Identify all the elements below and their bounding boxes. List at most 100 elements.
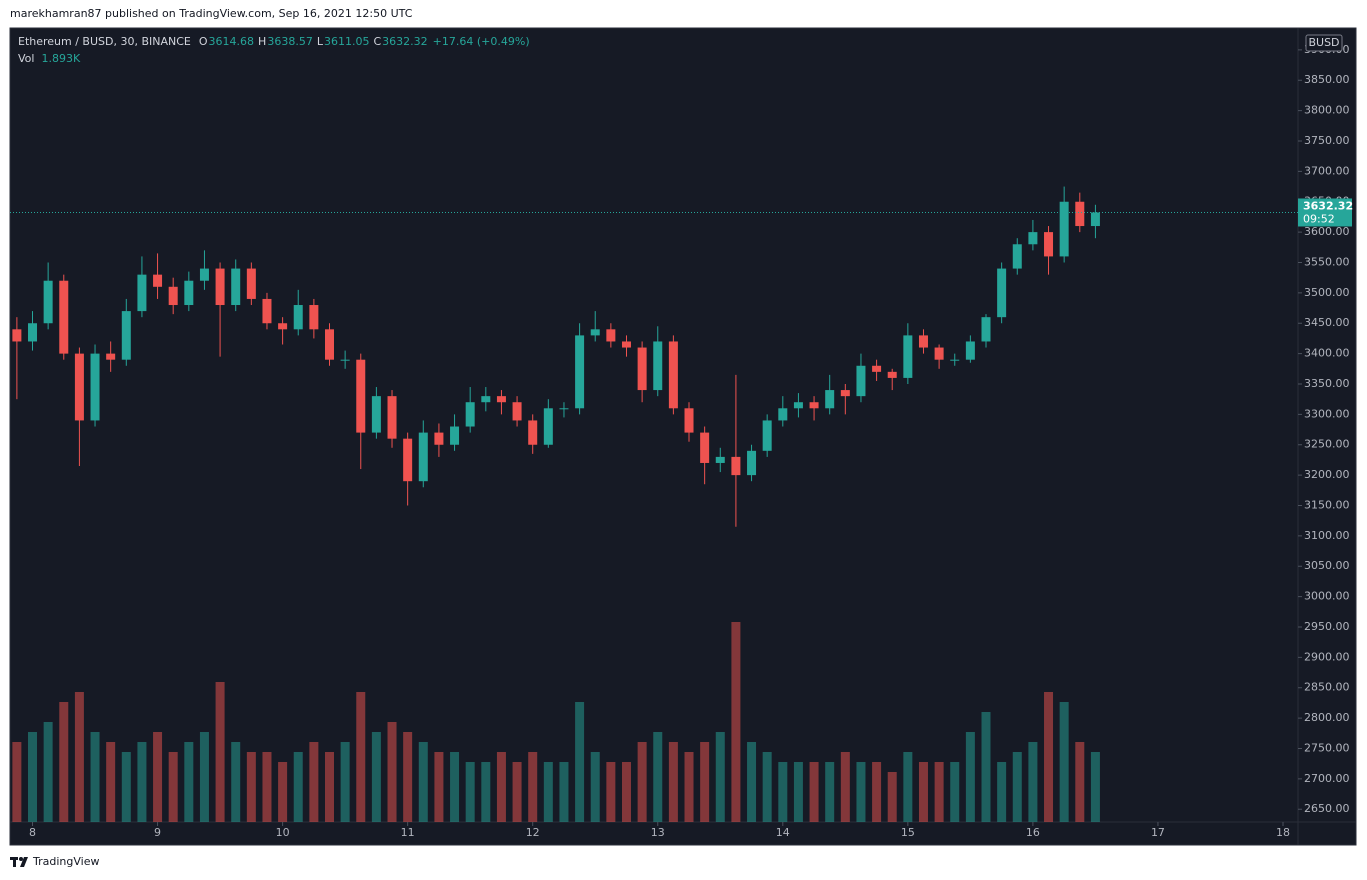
candle-body	[965, 341, 975, 360]
candle-body	[606, 329, 616, 342]
candle-body	[231, 268, 241, 306]
volume-bar	[653, 732, 663, 822]
candle-body	[293, 305, 303, 330]
candle-body	[934, 347, 944, 360]
volume-bar	[28, 732, 38, 822]
candle-body	[918, 335, 928, 348]
y-tick-label: 3550.00	[1304, 255, 1350, 268]
volume-bar	[809, 762, 819, 822]
y-tick-label: 2700.00	[1304, 772, 1350, 785]
candle-body	[856, 365, 866, 397]
y-tick-label: 3600.00	[1304, 225, 1350, 238]
candle-body	[184, 280, 194, 306]
legend-text: L	[317, 35, 324, 48]
chart-panel	[9, 27, 1357, 846]
candle-body	[434, 432, 444, 445]
y-tick-label: 3100.00	[1304, 529, 1350, 542]
volume-bar	[512, 762, 522, 822]
volume-bar	[872, 762, 882, 822]
logo-part	[20, 857, 28, 867]
candle-body	[653, 341, 663, 391]
volume-bar	[450, 752, 460, 822]
volume-bar	[1028, 742, 1038, 822]
legend-text: 3632.32	[382, 35, 428, 48]
candle-body	[278, 323, 288, 330]
volume-pane	[12, 622, 1100, 822]
legend-text: C	[373, 35, 381, 48]
legend-text: 3614.68	[209, 35, 255, 48]
volume-bar	[403, 732, 413, 822]
candle-body	[997, 268, 1007, 318]
volume-bar	[184, 742, 194, 822]
currency-label: BUSD	[1308, 36, 1339, 49]
volume-bar	[434, 752, 444, 822]
volume-bar	[387, 722, 397, 822]
volume-bar	[778, 762, 788, 822]
candle-body	[481, 396, 491, 403]
y-tick-label: 3250.00	[1304, 438, 1350, 451]
x-tick-label: 14	[776, 826, 790, 839]
last-price-box	[1298, 198, 1352, 227]
candle-body	[1090, 212, 1100, 227]
candle-body	[559, 408, 569, 410]
volume-bar	[637, 742, 647, 822]
candle-body	[28, 323, 38, 342]
candle-body	[621, 341, 631, 348]
countdown-label: 09:52	[1303, 212, 1335, 225]
volume-bar	[137, 742, 147, 822]
y-tick-label: 3700.00	[1304, 164, 1350, 177]
x-tick-label: 13	[651, 826, 665, 839]
candle-body	[90, 353, 100, 421]
volume-bar	[356, 692, 366, 822]
candle-body	[153, 274, 163, 287]
candle-body	[575, 335, 585, 409]
candle-body	[778, 408, 788, 421]
candle-body	[700, 432, 710, 463]
volume-bar	[731, 622, 741, 822]
x-tick-label: 12	[526, 826, 540, 839]
volume-bar	[465, 762, 475, 822]
volume-bar	[575, 702, 585, 822]
y-tick-label: 3300.00	[1304, 407, 1350, 420]
volume-bar	[293, 752, 303, 822]
candle-body	[981, 317, 991, 342]
candle-body	[528, 420, 538, 445]
volume-bar	[606, 762, 616, 822]
volume-bar	[965, 732, 975, 822]
candle-body	[793, 402, 803, 409]
candle-body	[543, 408, 553, 445]
x-tick-label: 9	[154, 826, 161, 839]
y-tick-label: 3750.00	[1304, 134, 1350, 147]
volume-bar	[747, 742, 757, 822]
legend-text: Ethereum / BUSD, 30, BINANCE	[18, 35, 191, 48]
volume-bar	[934, 762, 944, 822]
volume-bar	[262, 752, 272, 822]
candle-body	[12, 329, 22, 342]
candle-body	[809, 402, 819, 409]
y-tick-label: 2900.00	[1304, 650, 1350, 663]
legend-text: 1.893K	[41, 52, 80, 65]
logo-part	[13, 857, 16, 867]
volume-bar	[340, 742, 350, 822]
candle-body	[59, 280, 69, 354]
volume-bar	[684, 752, 694, 822]
volume-bar	[856, 762, 866, 822]
published-note: marekhamran87 published on TradingView.c…	[10, 7, 413, 20]
volume-bar	[324, 752, 334, 822]
y-tick-label: 3350.00	[1304, 377, 1350, 390]
volume-bar	[1059, 702, 1069, 822]
candle-body	[137, 274, 147, 312]
candle-body	[74, 353, 84, 421]
candle-body	[356, 359, 366, 433]
candle-body	[950, 359, 960, 361]
candle-body	[684, 408, 694, 433]
y-tick-label: 3500.00	[1304, 286, 1350, 299]
volume-bar	[418, 742, 428, 822]
volume-bar	[74, 692, 84, 822]
volume-bar	[496, 752, 506, 822]
y-tick-label: 3400.00	[1304, 347, 1350, 360]
candle-body	[731, 456, 741, 476]
x-tick-label: 18	[1276, 826, 1290, 839]
y-tick-label: 3000.00	[1304, 590, 1350, 603]
